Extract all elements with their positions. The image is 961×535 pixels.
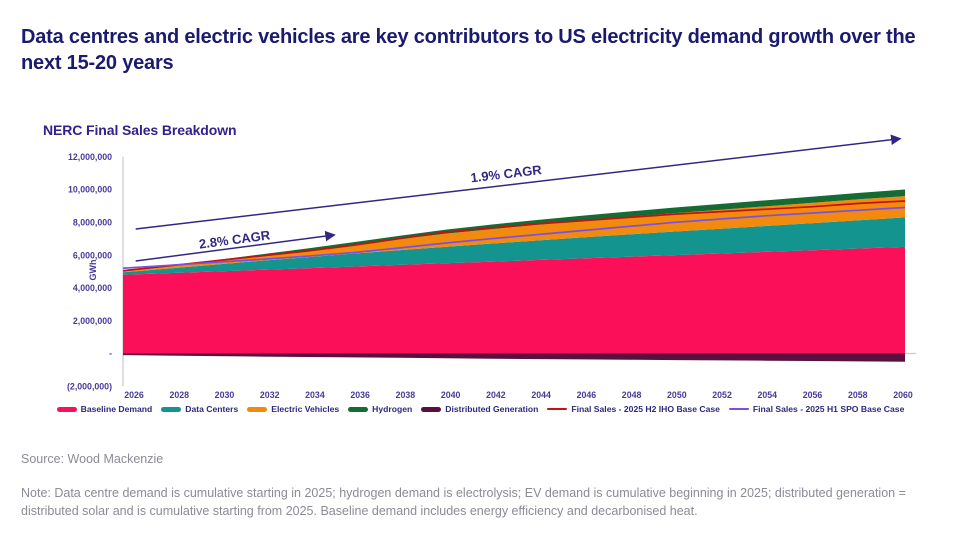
legend-item-final-sales-2025-h1-spo-base-case: Final Sales - 2025 H1 SPO Base Case [728, 404, 905, 414]
cagr-arrow [135, 230, 336, 262]
y-tick-label: 8,000,000 [73, 218, 112, 228]
legend-item-final-sales-2025-h2-iho-base-case: Final Sales - 2025 H2 IHO Base Case [547, 404, 720, 414]
x-tick-label: 2054 [758, 390, 778, 400]
x-tick-label: 2028 [169, 390, 189, 400]
y-tick-label: (2,000,000) [67, 382, 112, 392]
legend-swatch-hydrogen [348, 406, 369, 412]
legend-label: Final Sales - 2025 H2 IHO Base Case [571, 404, 720, 414]
legend-item-hydrogen: Hydrogen [348, 404, 412, 414]
legend-item-electric-vehicles: Electric Vehicles [247, 404, 339, 414]
x-tick-label: 2046 [577, 390, 597, 400]
area-electric-vehicles [123, 196, 905, 273]
legend-swatch-electric-vehicles [247, 406, 268, 412]
x-tick-label: 2056 [803, 390, 823, 400]
legend-label: Final Sales - 2025 H1 SPO Base Case [752, 404, 905, 414]
legend-item-distributed-generation: Distributed Generation [421, 404, 538, 414]
x-tick-label: 2058 [848, 390, 868, 400]
area-hydrogen [123, 189, 905, 272]
legend-swatch-data-centers [161, 406, 182, 412]
legend-swatch-final-sales-2025-h2-iho-base-case [547, 407, 568, 411]
y-tick-label: 2,000,000 [73, 316, 112, 326]
x-tick-label: 2048 [622, 390, 642, 400]
legend-swatch-baseline-demand [56, 406, 77, 412]
area-baseline-demand [123, 246, 905, 354]
x-tick-label: 2038 [396, 390, 416, 400]
legend-label: Baseline Demand [80, 404, 153, 414]
legend-label: Hydrogen [372, 404, 413, 414]
y-tick-label: 12,000,000 [68, 152, 112, 162]
legend-label: Data Centers [185, 404, 239, 414]
legend-item-data-centers: Data Centers [161, 404, 238, 414]
legend-item-baseline-demand: Baseline Demand [56, 404, 153, 414]
methodology-note: Note: Data centre demand is cumulative s… [21, 486, 906, 518]
area-data-centers [123, 217, 905, 275]
y-tick-label: 10,000,000 [68, 185, 112, 195]
line-final-sales-2025-h1-spo-base-case [122, 206, 906, 270]
nerc-final-sales-area-chart: 12,000,000 10,000,000 8,000,000 6,000,000 4,… [67, 134, 916, 400]
x-tick-label: 2044 [531, 390, 551, 400]
area-distributed-generation [123, 353, 905, 362]
x-tick-label: 2050 [667, 390, 687, 400]
legend-label: Electric Vehicles [271, 404, 340, 414]
x-tick-label: 2026 [124, 390, 144, 400]
x-tick-label: 2030 [215, 390, 235, 400]
legend-swatch-distributed-generation [421, 406, 442, 412]
x-tick-label: 2034 [305, 390, 325, 400]
x-tick-label: 2052 [712, 390, 732, 400]
x-tick-label: 2040 [441, 390, 461, 400]
cagr-arrow [135, 134, 902, 230]
legend-label: Distributed Generation [445, 404, 539, 414]
chart-title: NERC Final Sales Breakdown [43, 122, 237, 138]
legend-swatch-final-sales-2025-h1-spo-base-case [728, 407, 749, 411]
source-note: Source: Wood Mackenzie [21, 452, 164, 466]
y-tick-label: 6,000,000 [73, 250, 112, 260]
y-tick-label: 4,000,000 [73, 283, 112, 293]
x-tick-label: 2042 [486, 390, 506, 400]
y-tick-label: - [109, 349, 112, 359]
x-tick-label: 2036 [350, 390, 370, 400]
page-title: Data centres and electric vehicles are k… [21, 26, 916, 74]
line-final-sales-2025-h2-iho-base-case [122, 200, 906, 272]
chart-legend: Baseline Demand Data Centers Electric Vehi… [40, 404, 921, 414]
x-tick-label: 2060 [893, 390, 913, 400]
y-axis-title: GWh [88, 260, 98, 281]
x-tick-label: 2032 [260, 390, 280, 400]
